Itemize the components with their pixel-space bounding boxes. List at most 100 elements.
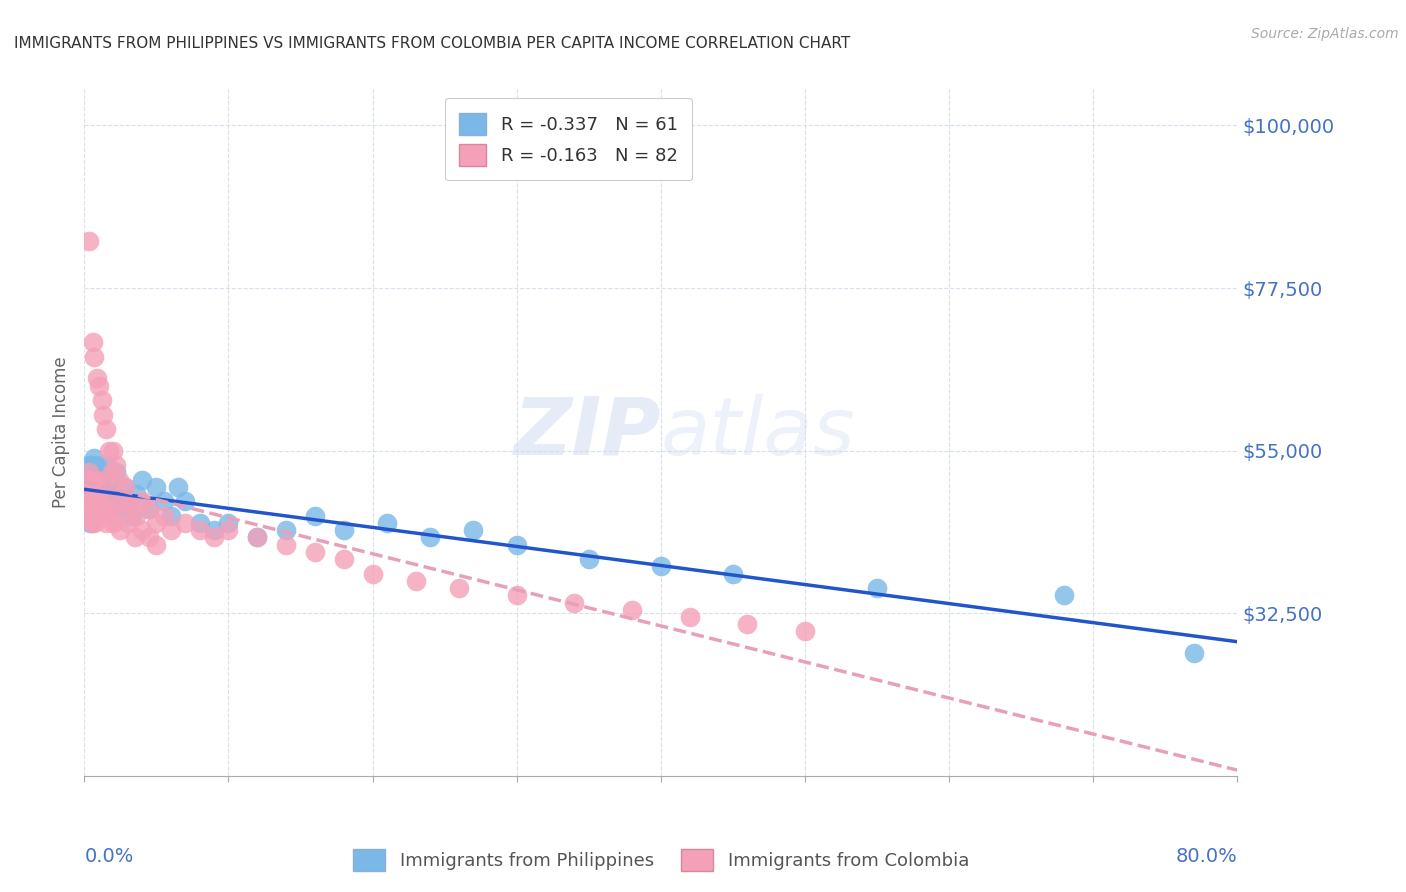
Point xyxy=(93,494,115,508)
Point xyxy=(83,350,105,364)
Point xyxy=(97,501,120,516)
Point xyxy=(97,443,120,458)
Point xyxy=(333,552,356,566)
Point xyxy=(138,531,160,545)
Point xyxy=(188,516,211,530)
Point xyxy=(188,523,211,537)
Point xyxy=(76,501,98,516)
Point xyxy=(167,480,190,494)
Point xyxy=(80,458,103,472)
Point xyxy=(246,531,269,545)
Point xyxy=(131,494,153,508)
Point xyxy=(83,516,105,530)
Point xyxy=(121,508,143,523)
Point xyxy=(304,545,326,559)
Point xyxy=(82,466,104,480)
Point xyxy=(103,443,124,458)
Point xyxy=(449,581,471,595)
Point xyxy=(83,487,105,501)
Point xyxy=(84,508,107,523)
Point xyxy=(737,617,759,632)
Point xyxy=(80,473,103,487)
Y-axis label: Per Capita Income: Per Capita Income xyxy=(52,357,70,508)
Point xyxy=(117,494,139,508)
Point xyxy=(117,494,139,508)
Point xyxy=(82,335,104,350)
Point xyxy=(97,501,120,516)
Point xyxy=(578,552,600,566)
Point xyxy=(333,523,356,537)
Point xyxy=(174,494,197,508)
Legend: R = -0.337   N = 61, R = -0.163   N = 82: R = -0.337 N = 61, R = -0.163 N = 82 xyxy=(444,98,692,180)
Point xyxy=(86,371,108,385)
Point xyxy=(86,494,108,508)
Point xyxy=(138,501,160,516)
Point xyxy=(90,487,112,501)
Point xyxy=(96,458,118,472)
Point xyxy=(75,473,97,487)
Point xyxy=(79,480,101,494)
Point xyxy=(75,473,97,487)
Point xyxy=(174,516,197,530)
Point xyxy=(77,494,100,508)
Point xyxy=(90,501,112,516)
Point xyxy=(866,581,889,595)
Point xyxy=(304,508,326,523)
Point xyxy=(93,473,115,487)
Point xyxy=(1182,646,1205,660)
Point xyxy=(90,501,112,516)
Point xyxy=(77,466,100,480)
Point xyxy=(110,501,132,516)
Text: ZIP: ZIP xyxy=(513,393,661,472)
Point xyxy=(202,531,225,545)
Point xyxy=(131,473,153,487)
Point xyxy=(246,531,269,545)
Point xyxy=(160,508,183,523)
Point xyxy=(79,516,101,530)
Point xyxy=(152,508,174,523)
Point xyxy=(124,531,146,545)
Point xyxy=(91,473,114,487)
Point xyxy=(76,487,98,501)
Point xyxy=(75,494,97,508)
Point xyxy=(76,480,98,494)
Point xyxy=(463,523,485,537)
Point xyxy=(121,501,143,516)
Point xyxy=(77,234,100,248)
Point xyxy=(1053,588,1076,602)
Point xyxy=(105,458,128,472)
Point xyxy=(79,473,101,487)
Point xyxy=(98,473,121,487)
Point xyxy=(80,516,103,530)
Point xyxy=(131,523,153,537)
Text: Source: ZipAtlas.com: Source: ZipAtlas.com xyxy=(1251,27,1399,41)
Point xyxy=(114,480,136,494)
Point xyxy=(202,523,225,537)
Text: 0.0%: 0.0% xyxy=(84,847,134,866)
Point xyxy=(103,516,124,530)
Point xyxy=(80,508,103,523)
Point xyxy=(721,566,744,581)
Point xyxy=(98,501,121,516)
Point xyxy=(152,494,174,508)
Point xyxy=(679,610,702,624)
Point xyxy=(125,487,148,501)
Point xyxy=(77,458,100,472)
Point xyxy=(94,480,117,494)
Point xyxy=(82,501,104,516)
Point xyxy=(87,487,110,501)
Point xyxy=(419,531,441,545)
Point xyxy=(145,538,167,552)
Point xyxy=(405,574,427,588)
Point xyxy=(89,466,111,480)
Point xyxy=(87,501,110,516)
Point xyxy=(160,523,183,537)
Point xyxy=(105,508,128,523)
Point xyxy=(90,393,112,408)
Point xyxy=(276,538,298,552)
Point xyxy=(86,508,108,523)
Point xyxy=(76,508,98,523)
Point xyxy=(77,508,100,523)
Text: atlas: atlas xyxy=(661,393,856,472)
Point xyxy=(94,422,117,436)
